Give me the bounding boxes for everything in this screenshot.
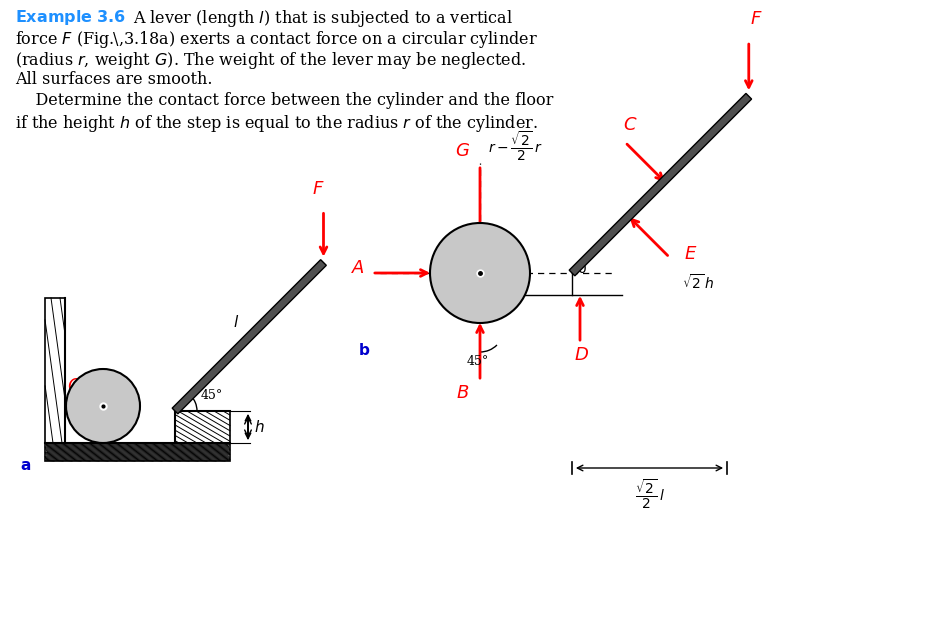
Text: $C$: $C$ [467,278,482,297]
Polygon shape [175,411,230,443]
Text: $D$: $D$ [575,346,590,364]
Text: $l$: $l$ [233,314,239,330]
Text: $\mathbf{b}$: $\mathbf{b}$ [358,342,370,358]
Text: 45°: 45° [201,389,223,402]
Text: $\mathbf{Example\ 3.6}$: $\mathbf{Example\ 3.6}$ [15,8,126,27]
Text: (radius $r$, weight $G$). The weight of the lever may be neglected.: (radius $r$, weight $G$). The weight of … [15,50,526,71]
Text: $\sqrt{2}\,h$: $\sqrt{2}\,h$ [681,274,713,292]
Text: $F$: $F$ [750,10,763,28]
Text: $0$: $0$ [577,262,587,276]
Circle shape [66,369,140,443]
Circle shape [430,223,530,323]
Text: Determine the contact force between the cylinder and the floor: Determine the contact force between the … [15,92,553,109]
Text: $\dfrac{\sqrt{2}}{2}\,l$: $\dfrac{\sqrt{2}}{2}\,l$ [635,478,664,511]
Text: $G$: $G$ [455,142,470,160]
Text: $r-\dfrac{\sqrt{2}}{2}\,r$: $r-\dfrac{\sqrt{2}}{2}\,r$ [488,130,543,163]
Polygon shape [45,298,65,443]
Text: $r$: $r$ [85,380,93,394]
Text: $G$: $G$ [67,377,83,395]
Text: $C$: $C$ [623,116,637,134]
Polygon shape [45,443,230,461]
Text: $A$: $A$ [351,259,365,277]
Text: A lever (length $l$) that is subjected to a vertical: A lever (length $l$) that is subjected t… [123,8,513,29]
Polygon shape [172,260,326,414]
Text: 45°: 45° [466,355,489,368]
Text: $h$: $h$ [254,419,265,435]
Text: $B$: $B$ [456,384,469,402]
Polygon shape [569,93,751,276]
Text: if the height $h$ of the step is equal to the radius $r$ of the cylinder.: if the height $h$ of the step is equal t… [15,113,538,134]
Text: $E$: $E$ [684,246,697,263]
Text: $F$: $F$ [313,179,325,198]
Text: All surfaces are smooth.: All surfaces are smooth. [15,71,213,88]
Text: $\mathbf{a}$: $\mathbf{a}$ [20,459,31,473]
Text: force $F$ (Fig.\,3.18a) exerts a contact force on a circular cylinder: force $F$ (Fig.\,3.18a) exerts a contact… [15,29,538,50]
